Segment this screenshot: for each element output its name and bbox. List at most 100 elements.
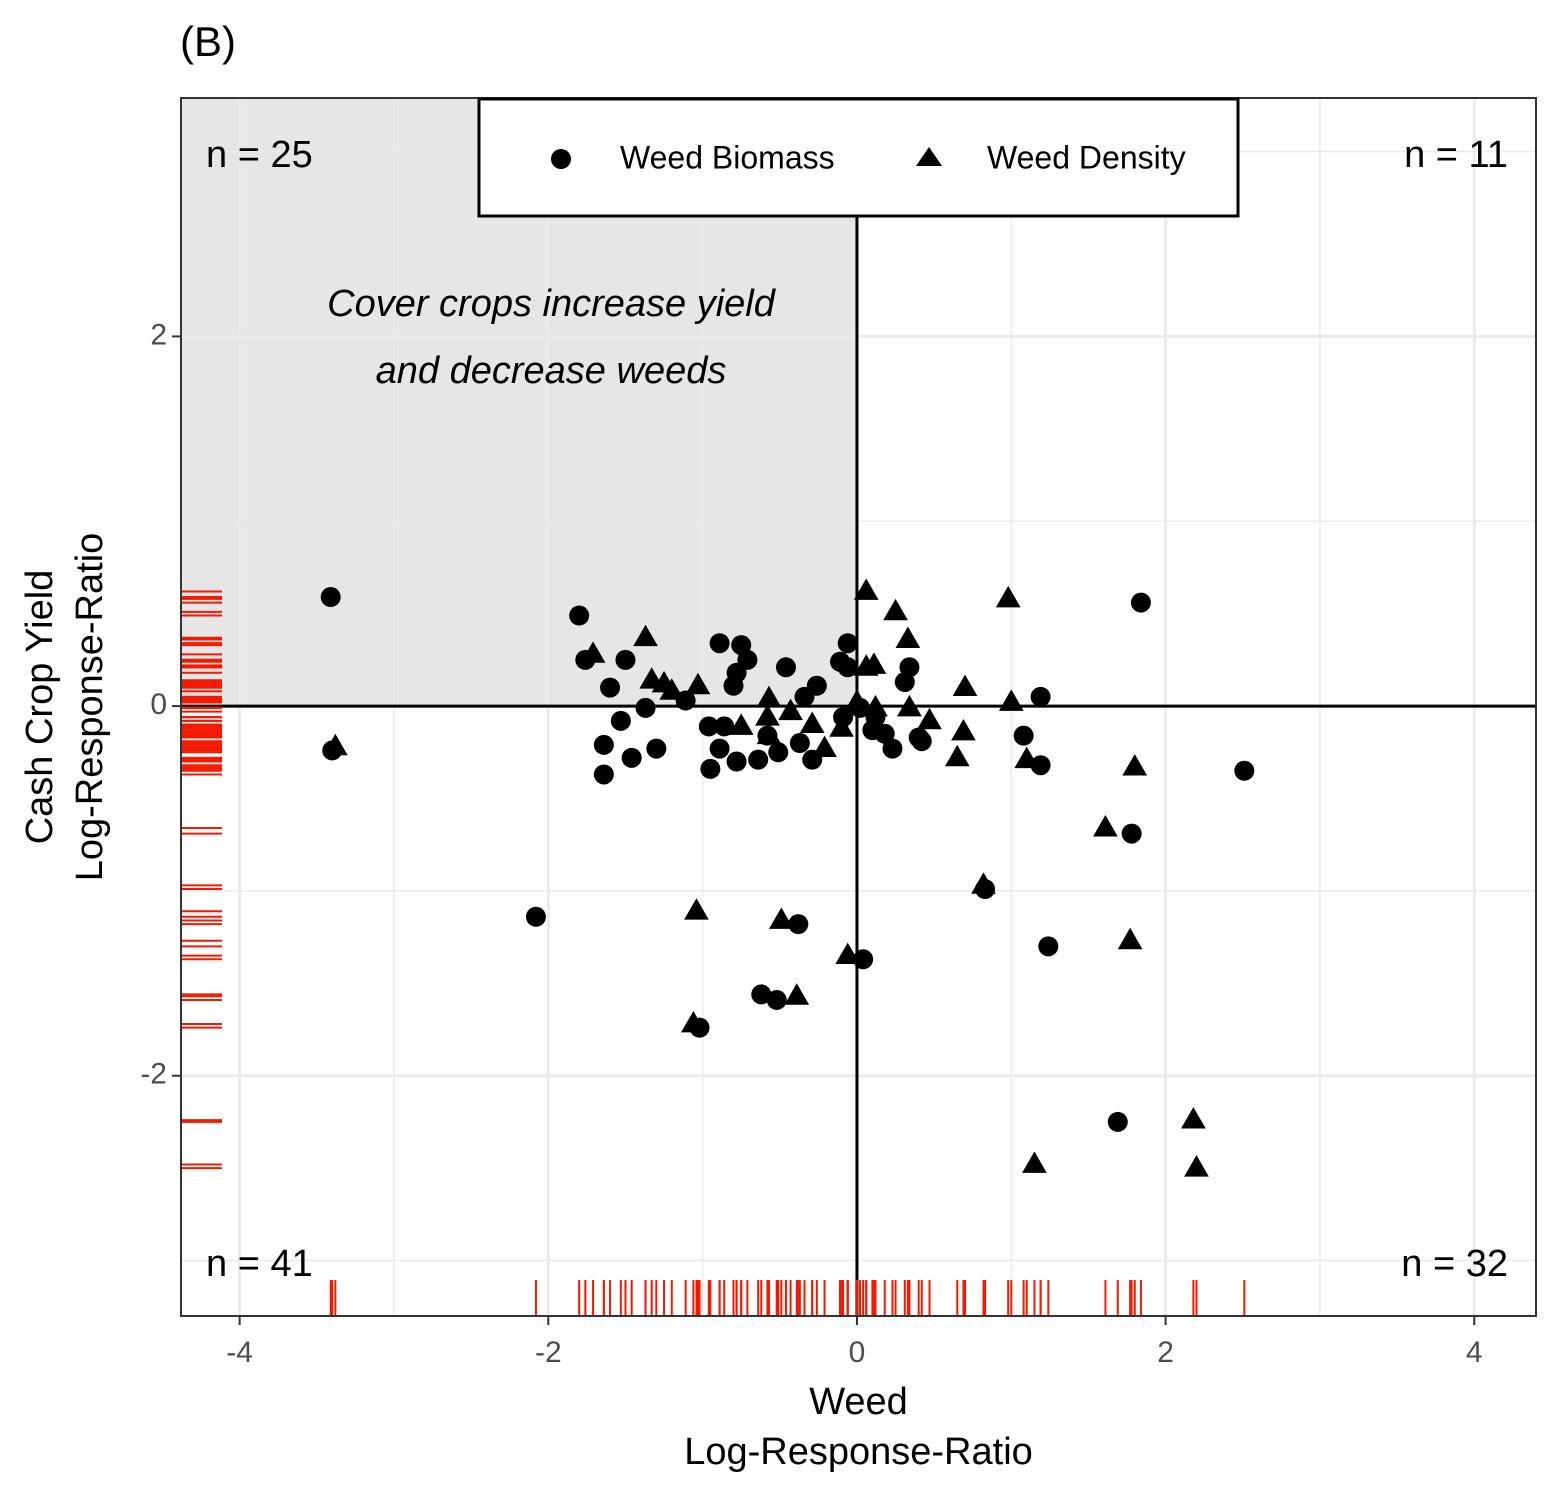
point	[646, 738, 667, 759]
point	[755, 704, 780, 726]
point	[1184, 1155, 1209, 1177]
point	[835, 942, 861, 965]
point	[756, 685, 782, 708]
point	[320, 587, 341, 608]
point	[322, 733, 348, 756]
point	[837, 633, 858, 654]
point	[615, 649, 636, 670]
point	[1030, 686, 1051, 707]
point	[685, 672, 711, 695]
point	[775, 657, 796, 678]
point	[897, 694, 922, 717]
point	[593, 764, 614, 785]
point	[580, 641, 606, 663]
x-tick-label: -4	[226, 1336, 253, 1369]
x-tick-label: 0	[849, 1336, 866, 1369]
point	[766, 989, 787, 1010]
point	[1030, 755, 1051, 776]
point	[600, 677, 621, 698]
point	[751, 984, 772, 1005]
y-axis-title: Cash Crop Yield	[19, 570, 61, 845]
point	[700, 758, 721, 779]
point	[899, 657, 920, 678]
point	[799, 711, 825, 734]
point	[1014, 746, 1040, 769]
point	[756, 722, 782, 745]
point	[1107, 1111, 1128, 1132]
point	[995, 585, 1021, 608]
point	[952, 674, 978, 697]
point	[789, 733, 810, 754]
point	[837, 657, 858, 678]
point	[883, 598, 908, 621]
point	[812, 735, 837, 758]
point	[1181, 1107, 1206, 1129]
point	[723, 675, 744, 696]
legend-marker	[916, 147, 942, 166]
point	[971, 872, 996, 894]
point	[874, 723, 895, 744]
y-tick-label: 2	[150, 318, 167, 351]
point	[806, 675, 827, 696]
point	[768, 907, 794, 929]
legend-label: Weed Biomass	[620, 139, 835, 175]
point	[714, 716, 735, 737]
point	[863, 694, 888, 717]
annotation: Cover crops increase yield	[327, 283, 777, 325]
point	[569, 605, 590, 626]
point	[1130, 592, 1151, 613]
point	[1093, 815, 1118, 837]
quadrant-label: n = 41	[206, 1243, 313, 1285]
point	[709, 633, 730, 654]
point	[784, 983, 810, 1005]
x-axis-title: Log-Response-Ratio	[684, 1431, 1033, 1473]
point	[593, 734, 614, 755]
point	[853, 949, 874, 970]
point	[728, 713, 754, 735]
point	[951, 718, 976, 741]
point	[788, 914, 809, 935]
point	[911, 731, 932, 752]
point	[1121, 823, 1142, 844]
point	[698, 716, 719, 737]
y-tick-label: -2	[140, 1058, 167, 1091]
point	[1117, 927, 1143, 950]
point	[525, 906, 546, 927]
point	[684, 898, 709, 920]
point	[748, 749, 769, 770]
y-axis-title: Log-Response-Ratio	[69, 533, 111, 882]
x-tick-label: 4	[1466, 1336, 1483, 1369]
point	[1022, 1151, 1047, 1173]
chart-title: (B)	[180, 18, 236, 65]
point	[621, 747, 642, 768]
point	[1234, 760, 1255, 781]
quadrant-label: n = 11	[1404, 134, 1508, 176]
quadrant-label: n = 32	[1401, 1243, 1508, 1285]
point	[829, 715, 854, 737]
point	[633, 624, 658, 647]
quadrant-label: n = 25	[206, 134, 313, 176]
point	[1122, 754, 1148, 776]
point	[882, 738, 903, 759]
annotation: and decrease weeds	[376, 350, 727, 392]
point	[844, 689, 870, 711]
point	[709, 738, 730, 759]
point	[635, 697, 656, 718]
point	[895, 626, 921, 648]
point	[778, 698, 803, 721]
x-tick-label: -2	[535, 1336, 562, 1369]
point	[998, 689, 1024, 711]
point	[1013, 725, 1034, 746]
point	[768, 742, 789, 763]
legend-box	[477, 97, 1240, 218]
point	[681, 1010, 706, 1033]
point	[917, 707, 942, 730]
legend-label: Weed Density	[987, 139, 1186, 175]
point	[1038, 936, 1059, 957]
point	[944, 744, 970, 767]
x-tick-label: 2	[1157, 1336, 1174, 1369]
point	[861, 652, 887, 674]
point	[726, 751, 747, 772]
point	[853, 578, 879, 600]
